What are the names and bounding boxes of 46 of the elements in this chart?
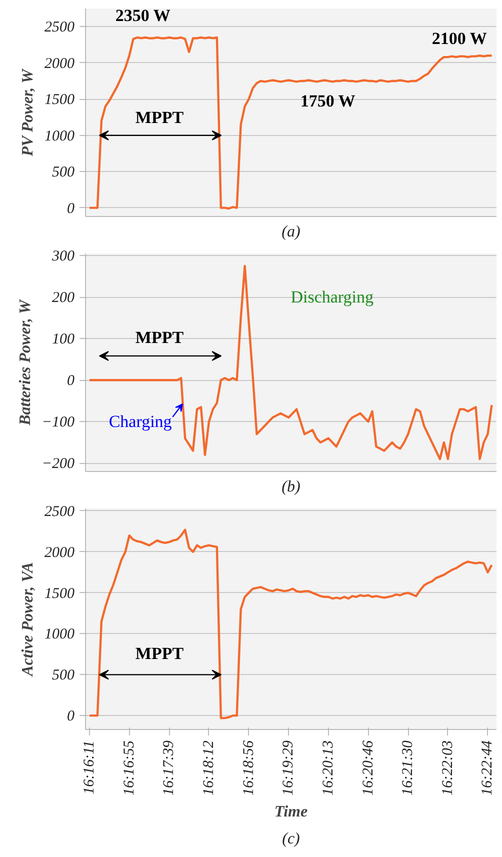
annotation: 1750 W [300, 91, 356, 110]
x-tick-label: 16:18:12 [200, 740, 217, 796]
x-tick-label: 16:20:46 [360, 740, 376, 796]
x-tick-label: 16:21:30 [400, 740, 416, 796]
y-tick-label: 500 [52, 668, 75, 684]
y-axis-title: Batteries Power, W [16, 298, 34, 426]
y-tick-label: 1500 [44, 92, 75, 108]
annotation: 2100 W [432, 29, 487, 48]
y-tick-label: 0 [67, 708, 75, 725]
line-series [88, 528, 493, 720]
y-tick-label: 2000 [44, 56, 75, 72]
y-tick-label: 500 [52, 164, 75, 181]
annotation: 2350 W [115, 6, 170, 26]
x-axis-title: Time [274, 803, 308, 820]
y-tick-label: −100 [42, 414, 75, 431]
y-tick-label: 2500 [44, 504, 75, 520]
y-tick-label: 0 [67, 373, 75, 390]
y-tick-label: 2000 [44, 544, 75, 561]
x-tick-label: 16:20:13 [320, 740, 336, 796]
x-tick-label: 16:18:56 [240, 740, 257, 796]
annotation: Charging [108, 412, 172, 431]
y-tick-label: 2500 [44, 20, 75, 36]
x-tick-label: 16:22:44 [480, 740, 496, 796]
y-tick-label: 1500 [44, 586, 75, 602]
x-tick-label: 16:16:55 [121, 740, 138, 796]
annotation: MPPT [135, 644, 184, 664]
y-tick-label: 300 [51, 248, 75, 265]
line-series [88, 264, 493, 460]
y-tick-label: 0 [67, 200, 75, 217]
y-axis-title: PV Power, W [20, 68, 36, 158]
x-tick-label: 16:19:29 [280, 740, 297, 796]
y-axis-title: Active Power, VA [20, 562, 36, 677]
annotation: MPPT [135, 328, 184, 348]
y-tick-label: −200 [42, 456, 75, 472]
y-tick-label: 1000 [44, 626, 75, 643]
y-tick-label: 100 [52, 332, 75, 348]
x-tick-label: 16:22:03 [440, 740, 456, 796]
text: (c) [282, 830, 300, 848]
annotation: Discharging [290, 288, 374, 307]
y-tick-label: 1000 [44, 128, 75, 144]
x-tick-label: 16:17:39 [161, 740, 178, 796]
text: (b) [282, 478, 300, 496]
text: (a) [282, 224, 300, 240]
x-tick-label: 16:16:11 [81, 740, 98, 794]
y-tick-label: 200 [52, 290, 75, 306]
annotation: MPPT [135, 108, 184, 128]
